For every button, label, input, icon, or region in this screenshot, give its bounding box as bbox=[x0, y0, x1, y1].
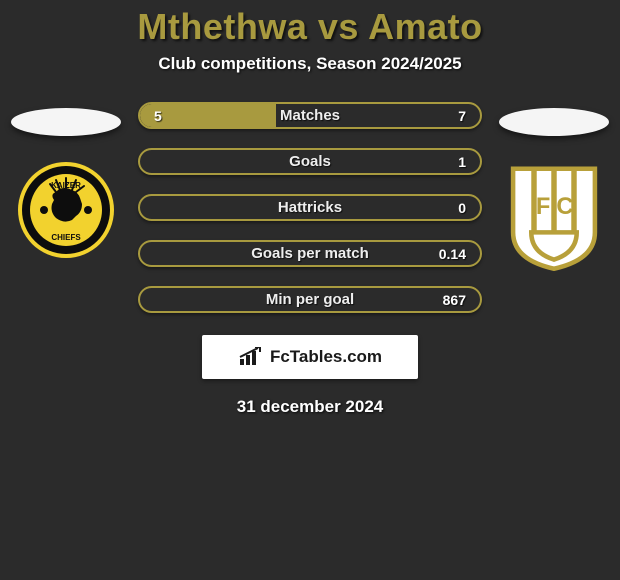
watermark: FcTables.com bbox=[202, 335, 418, 379]
stat-rows: 5Matches7 Goals1 Hattricks0 Goals per match… bbox=[138, 100, 482, 313]
bars-icon bbox=[238, 347, 264, 367]
stat-label: Min per goal bbox=[140, 288, 480, 311]
stat-row: Hattricks0 bbox=[138, 194, 482, 221]
subtitle: Club competitions, Season 2024/2025 bbox=[0, 54, 620, 74]
page-title: Mthethwa vs Amato bbox=[0, 6, 620, 48]
kaizer-chiefs-icon: KAIZER CHIEFS bbox=[16, 160, 116, 260]
team-left-crest: KAIZER CHIEFS bbox=[16, 160, 116, 260]
stat-row: Min per goal867 bbox=[138, 286, 482, 313]
right-side: F C bbox=[494, 100, 614, 266]
stat-right-value: 1 bbox=[458, 150, 466, 173]
team-right-crest: F C bbox=[504, 166, 604, 266]
stat-row: 5Matches7 bbox=[138, 102, 482, 129]
stat-right-value: 0 bbox=[458, 196, 466, 219]
svg-text:CHIEFS: CHIEFS bbox=[51, 233, 81, 242]
svg-text:C: C bbox=[556, 194, 573, 220]
watermark-text: FcTables.com bbox=[270, 347, 382, 367]
stat-row: Goals1 bbox=[138, 148, 482, 175]
stat-label: Goals per match bbox=[140, 242, 480, 265]
stat-left-value: 5 bbox=[154, 104, 162, 127]
player-left-avatar bbox=[11, 108, 121, 136]
player-right-avatar bbox=[499, 108, 609, 136]
stat-right-value: 7 bbox=[458, 104, 466, 127]
left-side: KAIZER CHIEFS bbox=[6, 100, 126, 260]
stat-right-value: 867 bbox=[443, 288, 466, 311]
date-text: 31 december 2024 bbox=[0, 397, 620, 417]
stat-right-value: 0.14 bbox=[439, 242, 466, 265]
svg-text:F: F bbox=[536, 194, 550, 220]
comparison-panel: KAIZER CHIEFS 5Matches7 Goals1 Hattricks0 G… bbox=[0, 100, 620, 313]
stat-row: Goals per match0.14 bbox=[138, 240, 482, 267]
fc-shield-icon: F C bbox=[504, 157, 604, 275]
stat-label: Hattricks bbox=[140, 196, 480, 219]
stat-label: Goals bbox=[140, 150, 480, 173]
